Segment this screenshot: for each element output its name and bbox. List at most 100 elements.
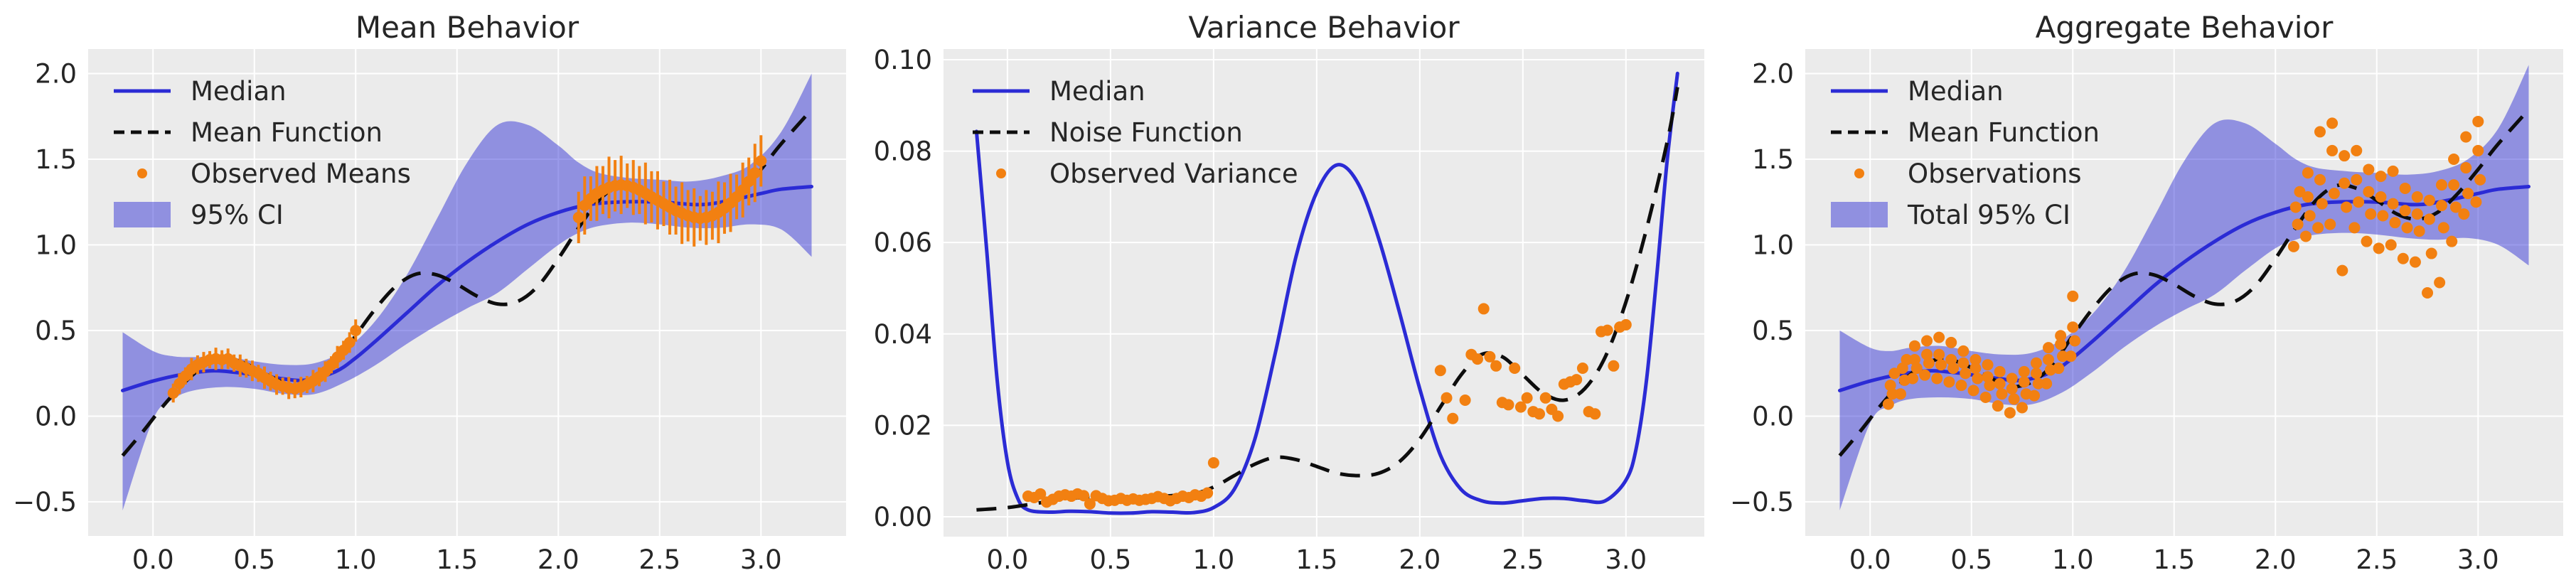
observation-dot: [1972, 372, 1984, 385]
observation-dot: [1919, 369, 1931, 381]
observation-dot: [1441, 392, 1453, 404]
observation-dot: [2041, 377, 2053, 390]
legend-label: Observed Means: [191, 159, 411, 189]
legend-dot-marker: [996, 168, 1006, 178]
legend-patch-marker: [114, 202, 171, 227]
observation-dot: [2363, 186, 2375, 198]
observation-dot: [2312, 222, 2324, 234]
chart-title-variance-behavior: Variance Behavior: [1188, 10, 1460, 45]
observation-dot: [2435, 200, 2447, 212]
observation-dot: [2302, 191, 2314, 203]
observation-dot: [1608, 360, 1620, 372]
observation-dot: [1901, 353, 1913, 365]
legend-dot-marker: [1854, 168, 1864, 178]
observation-dot: [1589, 408, 1601, 420]
observation-dot: [1078, 490, 1090, 502]
y-tick-label: 2.0: [35, 58, 77, 89]
observation-dot: [2287, 240, 2299, 252]
observation-dot: [2389, 217, 2401, 229]
y-tick-label: 1.5: [1752, 144, 1794, 175]
observation-dot: [2069, 335, 2081, 347]
observation-dot: [2363, 163, 2375, 176]
observation-dot: [2043, 353, 2055, 365]
observation-dot: [2399, 182, 2411, 194]
chart-aggregate-behavior: 0.0 0.5 1.0 1.5 2.0 2.5 3.0 −0.5 0.0 0.5 1.0 1.5 2.0…: [1730, 49, 2563, 575]
observation-dot: [2472, 144, 2484, 156]
x-tick-label: 2.5: [2356, 544, 2398, 575]
observation-dot: [2446, 235, 2458, 247]
observation-dot: [1571, 374, 1583, 386]
plot-background: [1805, 49, 2563, 536]
observation-dot: [743, 176, 755, 188]
observation-dot: [2437, 222, 2449, 234]
observation-dot: [2348, 222, 2361, 234]
observation-dot: [338, 344, 350, 356]
x-tick-label: 1.0: [335, 544, 377, 575]
x-tick-label: 1.0: [1192, 544, 1234, 575]
legend-label: Median: [1049, 76, 1145, 107]
observation-dot: [1490, 360, 1502, 372]
observation-dot: [2460, 162, 2472, 174]
y-tick-label: 0.5: [35, 316, 77, 346]
observation-dot: [2067, 290, 2079, 302]
observation-dot: [2373, 242, 2385, 254]
legend-label: Noise Function: [1049, 117, 1243, 148]
observation-dot: [1908, 353, 1920, 365]
legend-label: Mean Function: [191, 117, 383, 148]
observation-dot: [2365, 208, 2377, 220]
y-tick-label: 0.00: [874, 502, 932, 532]
observation-dot: [1921, 348, 1933, 360]
observation-dot: [1910, 363, 1923, 375]
observation-dot: [1601, 324, 1613, 336]
y-tick-label: 0.0: [1752, 402, 1794, 432]
observation-dot: [1484, 350, 1496, 363]
observation-dot: [2341, 201, 2353, 213]
x-tick-label: 2.0: [538, 544, 579, 575]
legend-label: Observations: [1908, 159, 2082, 189]
observation-dot: [1992, 400, 2004, 412]
observation-dot: [2302, 167, 2314, 179]
x-tick-label: 3.0: [740, 544, 782, 575]
y-tick-label: 2.0: [1752, 58, 1794, 89]
observation-dot: [2351, 144, 2363, 156]
observation-dot: [2326, 117, 2339, 129]
legend-label: Mean Function: [1908, 117, 2100, 148]
observation-dot: [2462, 188, 2474, 200]
x-tick-label: 3.0: [2457, 544, 2499, 575]
observation-dot: [2460, 131, 2472, 143]
observation-dot: [1447, 412, 1459, 424]
observation-dot: [1943, 376, 1955, 388]
observation-dot: [1935, 359, 1947, 371]
observation-dot: [1945, 353, 1957, 365]
legend-label: Observed Variance: [1049, 159, 1298, 189]
observation-dot: [2055, 330, 2067, 342]
observation-dot: [2387, 198, 2399, 210]
observation-dot: [2470, 196, 2482, 208]
observation-dot: [1884, 380, 1896, 392]
x-tick-label: 1.5: [2153, 544, 2195, 575]
observation-dot: [2353, 196, 2365, 208]
median-line: [974, 71, 1679, 515]
median-line: [121, 185, 813, 392]
observation-dot: [1888, 367, 1901, 380]
observation-dot: [1434, 365, 1446, 377]
observation-dot: [1982, 359, 1994, 371]
observation-dot: [1539, 392, 1551, 404]
y-tick-label: −0.5: [13, 487, 77, 517]
observation-dot: [350, 325, 362, 337]
observation-dot: [1894, 388, 1906, 400]
observation-dot: [1960, 367, 1972, 380]
observation-dot: [1970, 363, 1982, 375]
observation-dot: [2304, 210, 2316, 222]
observation-dot: [2030, 367, 2042, 380]
observation-dot: [2008, 393, 2020, 405]
legend-label: Median: [191, 76, 287, 107]
observation-dot: [167, 387, 179, 399]
observation-dot: [2449, 201, 2462, 213]
observation-dot: [2472, 115, 2484, 127]
y-tick-label: 0.0: [35, 402, 77, 432]
observation-dot: [1994, 365, 2006, 377]
y-tick-label: 0.10: [874, 45, 932, 75]
legend-patch-marker: [1831, 202, 1888, 227]
x-tick-label: 0.0: [1849, 544, 1891, 575]
